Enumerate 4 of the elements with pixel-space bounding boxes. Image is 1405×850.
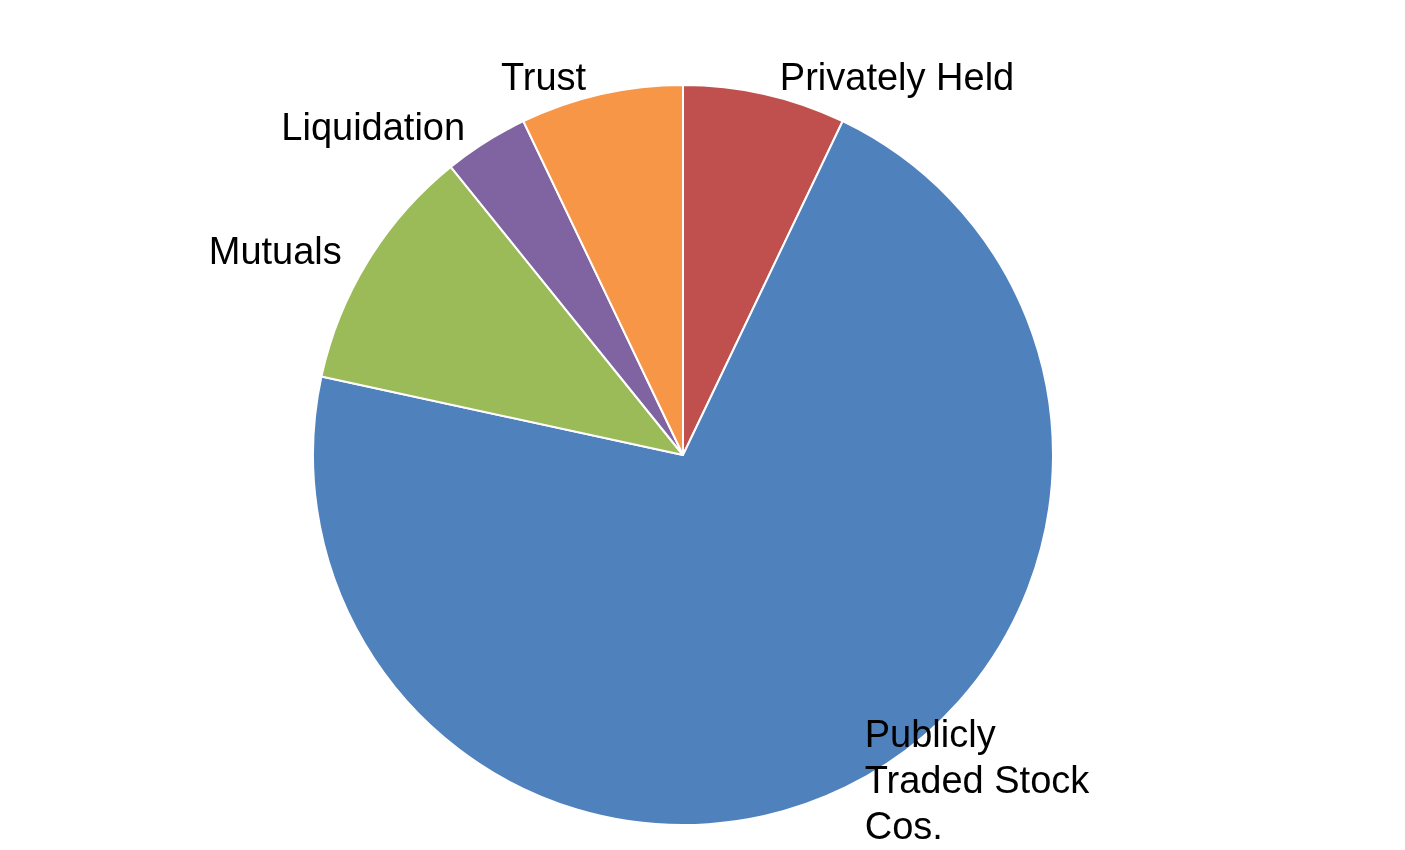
slice-label: Privately Held	[779, 55, 1015, 98]
slice-label: Liquidation	[281, 105, 466, 148]
slice-label: Mutuals	[208, 230, 342, 273]
slice-label: Trust	[501, 55, 587, 98]
